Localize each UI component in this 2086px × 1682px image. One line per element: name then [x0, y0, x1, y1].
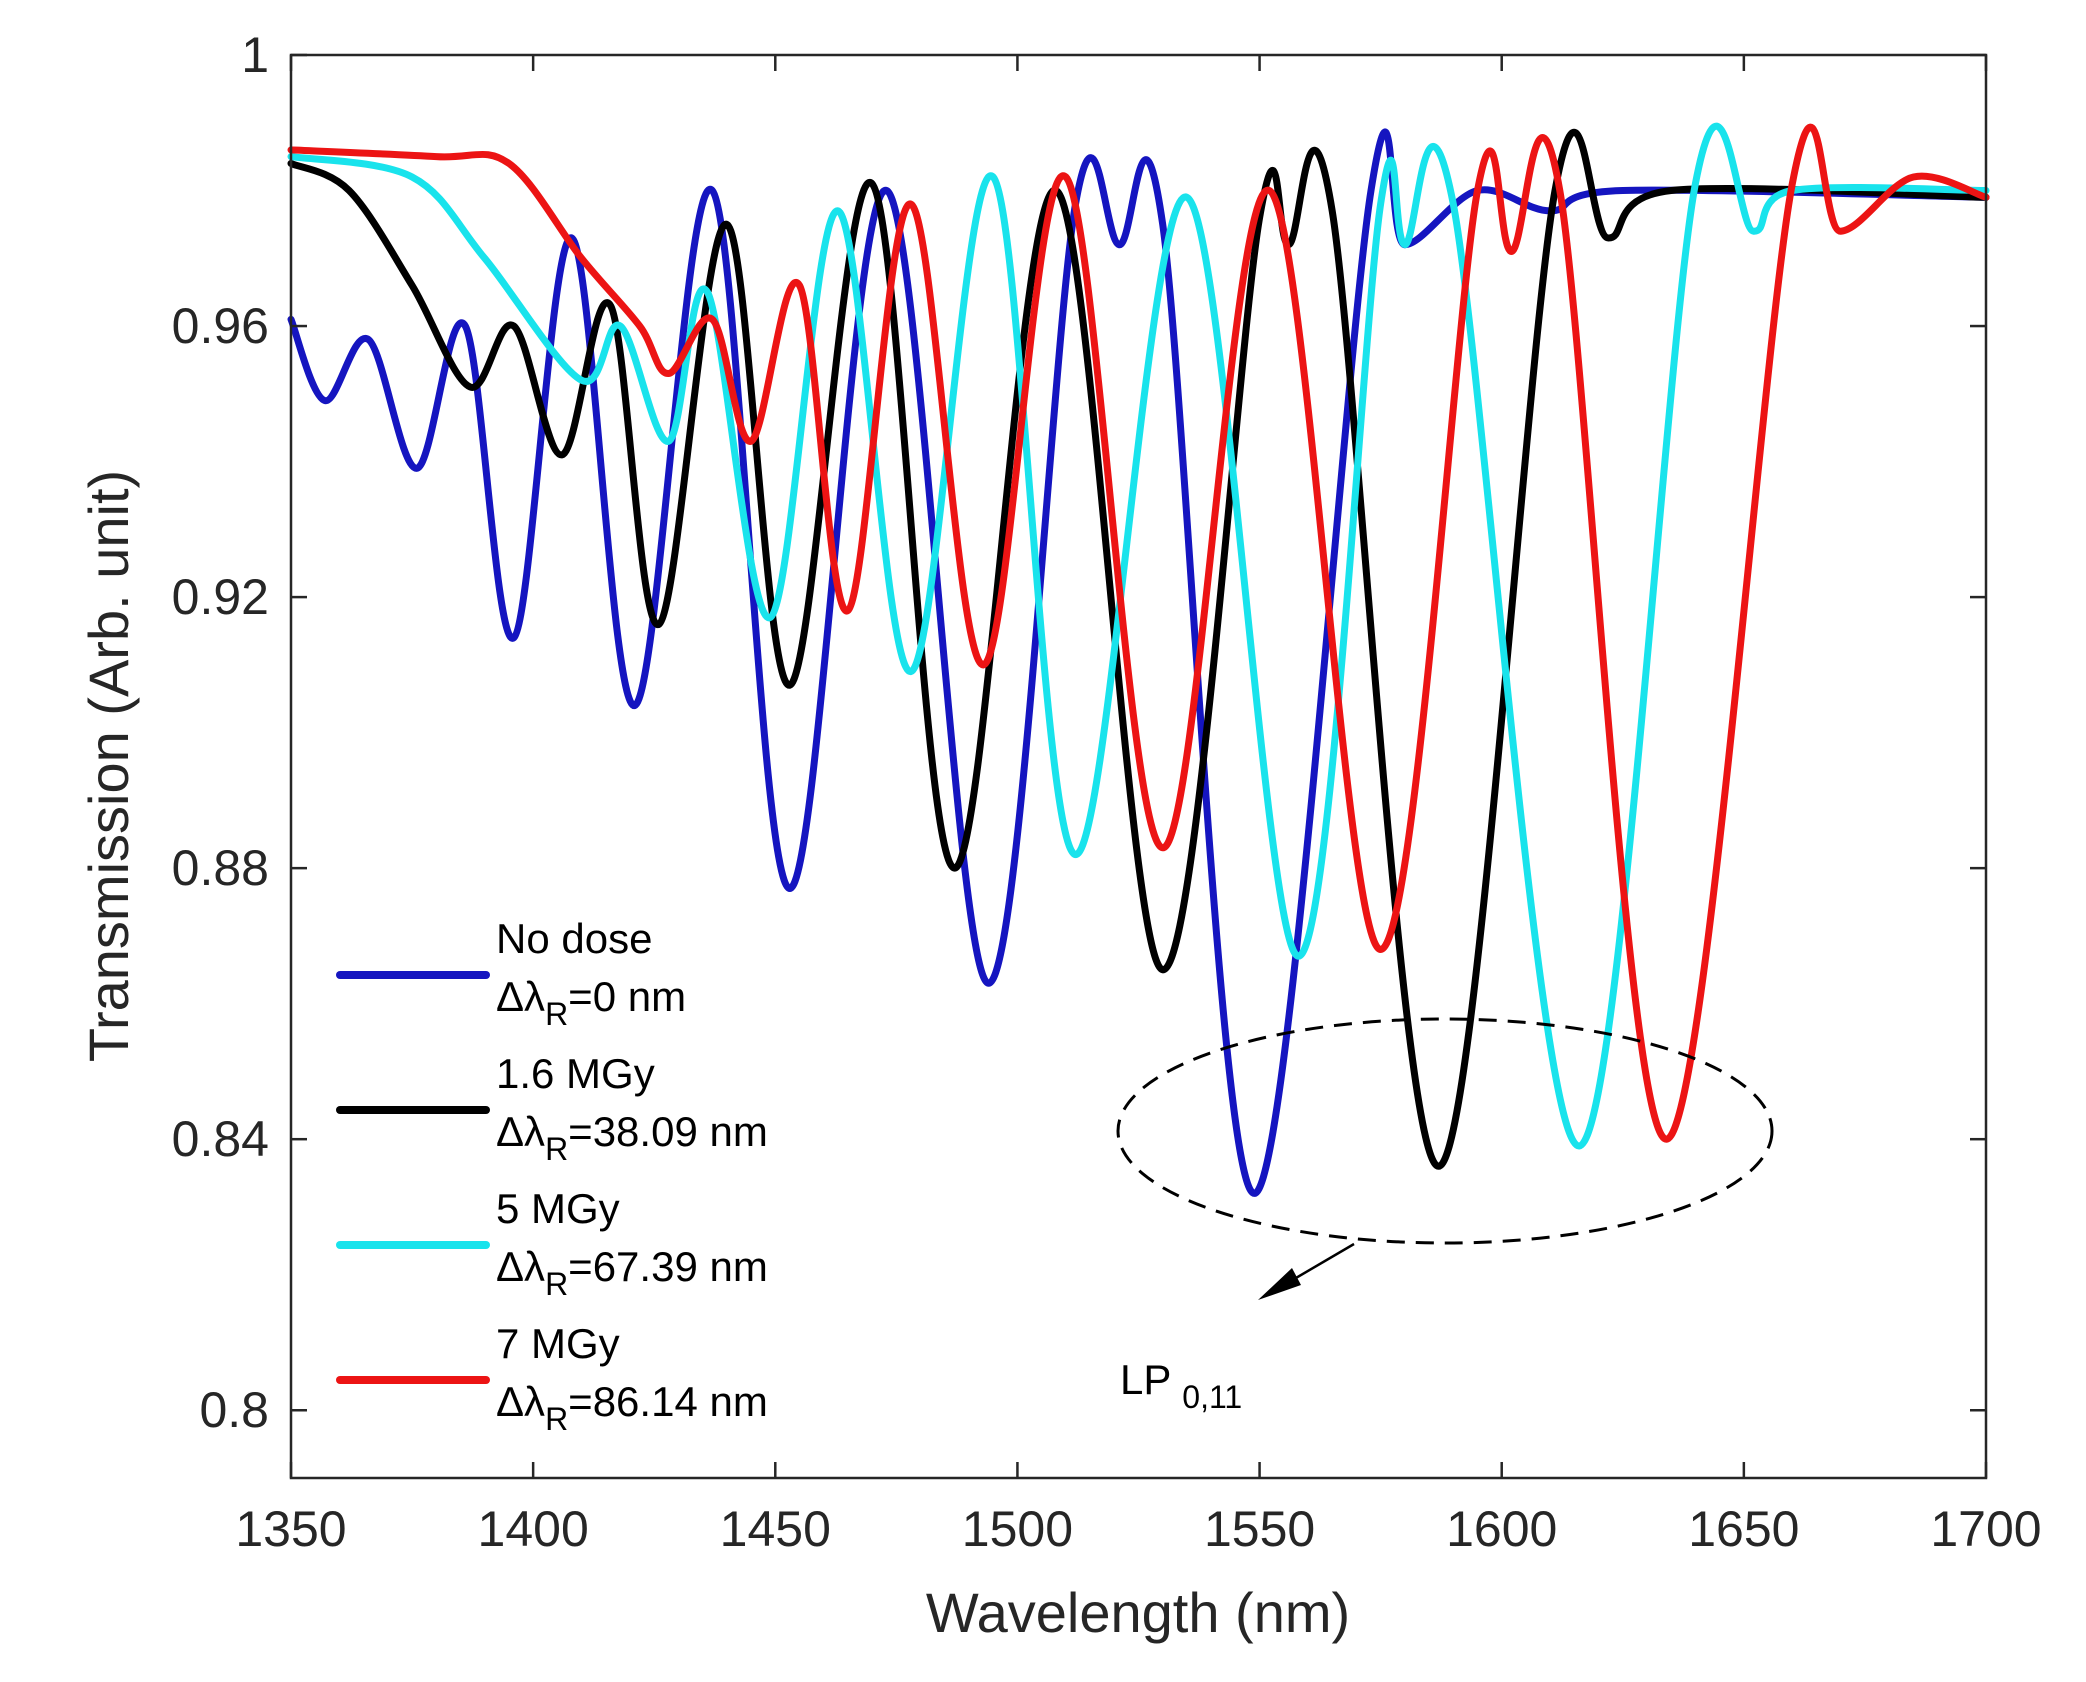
y-axis-title: Transmission (Arb. unit): [77, 470, 140, 1062]
x-tick-label: 1450: [720, 1501, 831, 1557]
series-line-1: [287, 128, 1990, 1197]
legend-shift-symbol: Δλ: [496, 1243, 545, 1290]
series-line-2: [287, 129, 1990, 1170]
legend-shift-value: =86.14 nm: [568, 1378, 768, 1425]
y-tick-label: 0.88: [172, 840, 269, 896]
x-tick-label: 1400: [478, 1501, 589, 1557]
legend-label: 5 MGy: [496, 1185, 620, 1232]
legend-shift-value: =0 nm: [568, 973, 686, 1020]
legend-label: 7 MGy: [496, 1320, 620, 1367]
annotation-label-main: LP: [1120, 1356, 1171, 1403]
x-tick-label: 1700: [1930, 1501, 2041, 1557]
y-tick-label: 1: [241, 27, 269, 83]
y-tick-label: 0.8: [199, 1382, 269, 1438]
legend-shift-symbol: Δλ: [496, 1378, 545, 1425]
series-line-4: [287, 123, 1990, 1143]
annotation-label-subscript: 0,11: [1182, 1379, 1242, 1415]
annotation-label: LP 0,11: [1120, 1356, 1242, 1415]
series-layer: [287, 123, 1990, 1197]
legend-shift-value: =38.09 nm: [568, 1108, 768, 1155]
y-tick-label: 0.96: [172, 298, 269, 354]
legend-shift-subscript: R: [545, 1401, 568, 1437]
legend-shift-subscript: R: [545, 1131, 568, 1167]
legend-shift: ΔλR=0 nm: [496, 973, 686, 1032]
y-tick-label: 0.92: [172, 569, 269, 625]
legend-shift: ΔλR=86.14 nm: [496, 1378, 768, 1437]
x-tick-label: 1500: [962, 1501, 1073, 1557]
legend-item-1: No dose ΔλR=0 nm: [336, 915, 686, 1032]
legend-shift-subscript: R: [545, 996, 568, 1032]
annotation-ellipse: [1116, 1017, 1774, 1245]
x-tick-label: 1650: [1688, 1501, 1799, 1557]
legend-shift: ΔλR=67.39 nm: [496, 1243, 768, 1302]
annotation-arrowhead: [1258, 1268, 1301, 1300]
legend-item-4: 7 MGy ΔλR=86.14 nm: [336, 1320, 768, 1437]
legend-item-2: 1.6 MGy ΔλR=38.09 nm: [336, 1050, 768, 1167]
legend-item-3: 5 MGy ΔλR=67.39 nm: [336, 1185, 768, 1302]
legend-label: No dose: [496, 915, 652, 962]
x-tick-label: 1550: [1204, 1501, 1315, 1557]
legend-shift-symbol: Δλ: [496, 1108, 545, 1155]
plot-frame: [289, 53, 1988, 1480]
series-line-3: [287, 123, 1990, 1150]
x-tick-label: 1350: [235, 1501, 346, 1557]
legend-shift-symbol: Δλ: [496, 973, 545, 1020]
legend-shift-subscript: R: [545, 1266, 568, 1302]
y-tick-label: 0.84: [172, 1111, 269, 1167]
legend-shift: ΔλR=38.09 nm: [496, 1108, 768, 1167]
legend-label: 1.6 MGy: [496, 1050, 655, 1097]
x-tick-label: 1600: [1446, 1501, 1557, 1557]
tick-layer: 1350 1400 1450 1500 1550 1600 1650 1700 0.8 0.84 0…: [172, 27, 2042, 1557]
lp-annotation: LP 0,11: [1116, 1017, 1774, 1415]
legend-shift-value: =67.39 nm: [568, 1243, 768, 1290]
x-axis-title: Wavelength (nm): [926, 1581, 1350, 1644]
